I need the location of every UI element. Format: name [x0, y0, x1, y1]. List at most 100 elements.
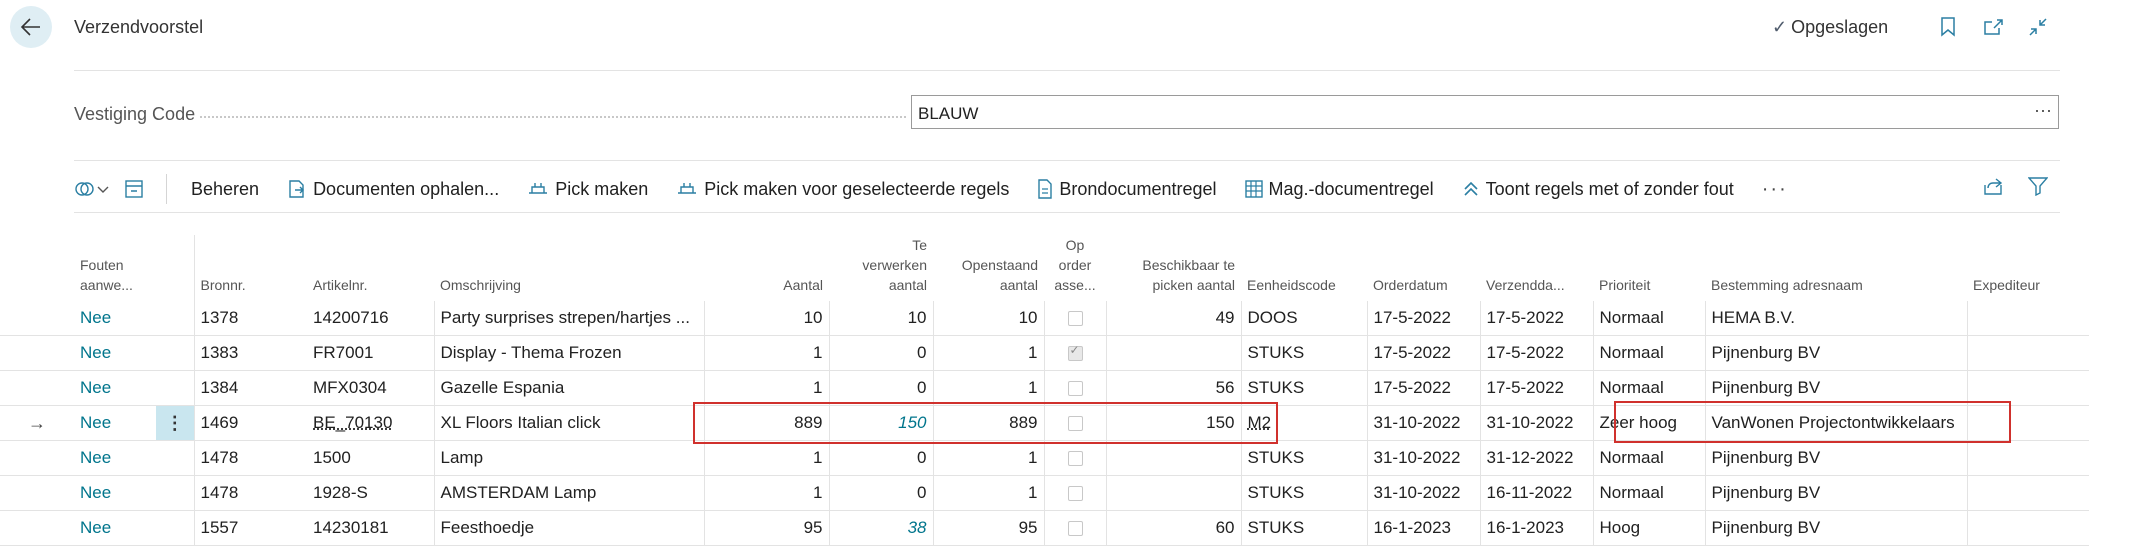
header-selector	[0, 235, 74, 301]
row-actions-button[interactable]	[156, 440, 194, 476]
header-beschikbaar[interactable]: Beschikbaar te picken aantal	[1142, 257, 1235, 293]
beheren-button[interactable]: Beheren	[191, 179, 259, 200]
bronnr-cell: 1557	[193, 510, 307, 546]
fouten-cell[interactable]: Nee	[74, 475, 156, 511]
orderdatum-cell: 31-10-2022	[1366, 440, 1480, 476]
eenheidscode-cell: STUKS	[1240, 510, 1367, 546]
artikelnr-cell[interactable]: BE_70130	[307, 405, 434, 441]
table-row[interactable]: → Nee ⋮ 1469 BE_70130 XL Floors Italian click…	[0, 405, 2089, 441]
row-selector[interactable]	[0, 510, 74, 546]
fouten-cell[interactable]: Nee	[74, 510, 156, 546]
openstaand-cell: 1	[932, 475, 1044, 511]
saved-status: ✓ Opgeslagen	[1772, 17, 1888, 38]
te-verwerken-cell[interactable]: 150	[828, 405, 933, 441]
fouten-cell[interactable]: Nee	[74, 301, 156, 336]
fouten-cell[interactable]: Nee	[74, 405, 156, 441]
header-aantal[interactable]: Aantal	[783, 277, 823, 293]
beschikbaar-cell	[1105, 440, 1241, 476]
header-artikelnr[interactable]: Artikelnr.	[313, 277, 368, 293]
te-verwerken-cell[interactable]: 10	[828, 301, 933, 336]
op-order-cell	[1043, 301, 1106, 336]
row-selector[interactable]	[0, 440, 74, 476]
te-verwerken-cell[interactable]: 38	[828, 510, 933, 546]
header-fouten[interactable]: Fouten aanwe...	[80, 257, 133, 293]
mag-documentregel-button[interactable]: Mag.-documentregel	[1244, 178, 1434, 200]
openstaand-cell: 889	[932, 405, 1044, 441]
aantal-cell: 889	[703, 405, 829, 441]
fouten-cell[interactable]: Nee	[74, 370, 156, 406]
table-row[interactable]: Nee 1378 14200716 Party surprises strepen/h…	[0, 301, 2089, 336]
fouten-cell[interactable]: Nee	[74, 335, 156, 371]
row-actions-button[interactable]	[156, 475, 194, 511]
header-verzenddatum[interactable]: Verzendda...	[1486, 277, 1565, 293]
table-row[interactable]: Nee 1478 1500 Lamp 1 0 1 STUKS 31-10-2022 31-12-2…	[0, 440, 2089, 476]
collapse-icon[interactable]	[2025, 14, 2051, 40]
header-eenheidscode[interactable]: Eenheidscode	[1247, 277, 1336, 293]
toont-regels-button[interactable]: Toont regels met of zonder fout	[1462, 179, 1734, 200]
vestiging-code-input[interactable]: BLAUW ···	[911, 95, 2059, 129]
row-selector[interactable]	[0, 475, 74, 511]
row-actions-button[interactable]	[156, 370, 194, 406]
pick-selected-icon	[678, 183, 697, 194]
back-button[interactable]	[10, 6, 52, 48]
mag-document-label: Mag.-documentregel	[1268, 178, 1434, 199]
documenten-ophalen-button[interactable]: Documenten ophalen...	[287, 179, 499, 200]
op-order-cell	[1043, 475, 1106, 511]
bookmark-icon[interactable]	[1935, 14, 1961, 40]
row-actions-button[interactable]	[156, 335, 194, 371]
table-row[interactable]: Nee 1383 FR7001 Display - Thema Frozen 1 0 1 ✓ S…	[0, 335, 2089, 371]
row-selector[interactable]	[0, 301, 74, 336]
openstaand-cell: 1	[932, 440, 1044, 476]
artikelnr-cell: 1928-S	[307, 475, 434, 511]
header-openstaand[interactable]: Openstaand aantal	[961, 257, 1038, 293]
lines-table: Fouten aanwe... Bronnr. Artikelnr. Omschr…	[0, 235, 2089, 546]
row-selector[interactable]	[0, 370, 74, 406]
open-new-window-icon[interactable]	[1980, 14, 2006, 40]
field-more-button[interactable]: ···	[2034, 100, 2052, 120]
table-row[interactable]: Nee 1557 14230181 Feesthoedje 95 38 95 60 STUKS 1…	[0, 510, 2089, 546]
row-selector[interactable]	[0, 335, 74, 371]
bestemming-cell: Pijnenburg BV	[1704, 440, 1967, 476]
header-op-order[interactable]: Op order asse...	[1054, 237, 1096, 293]
eenheidscode-cell: STUKS	[1240, 370, 1367, 406]
table-row[interactable]: Nee 1384 MFX0304 Gazelle Espania 1 0 1 56 STUKS 1…	[0, 370, 2089, 406]
header-te-verwerken[interactable]: Te verwerken aantal	[862, 237, 927, 293]
share-icon[interactable]	[1982, 176, 2004, 201]
field-leader-dots	[200, 116, 906, 118]
te-verwerken-cell[interactable]: 0	[828, 335, 933, 371]
orderdatum-cell: 31-10-2022	[1366, 405, 1480, 441]
row-actions-button[interactable]	[156, 301, 194, 336]
pick-selected-button[interactable]: Pick maken voor geselecteerde regels	[676, 179, 1009, 200]
saved-label: Opgeslagen	[1791, 17, 1889, 37]
edit-list-button[interactable]	[124, 179, 144, 199]
te-verwerken-cell[interactable]: 0	[828, 370, 933, 406]
brondocumentregel-button[interactable]: Brondocumentregel	[1037, 179, 1217, 200]
orderdatum-cell: 17-5-2022	[1366, 370, 1480, 406]
divider	[74, 212, 2060, 213]
row-actions-button[interactable]: ⋮	[156, 405, 194, 441]
header-orderdatum[interactable]: Orderdatum	[1373, 277, 1448, 293]
filter-icon[interactable]	[2027, 176, 2049, 201]
verzenddatum-cell: 16-1-2023	[1479, 510, 1593, 546]
te-verwerken-cell[interactable]: 0	[828, 475, 933, 511]
te-verwerken-cell[interactable]: 0	[828, 440, 933, 476]
header-omschrijving[interactable]: Omschrijving	[440, 277, 521, 293]
aantal-cell: 1	[703, 475, 829, 511]
fouten-cell[interactable]: Nee	[74, 440, 156, 476]
artikelnr-cell: MFX0304	[307, 370, 434, 406]
row-selector[interactable]: →	[0, 405, 74, 441]
check-icon: ✓	[1772, 17, 1788, 37]
views-dropdown[interactable]	[74, 179, 110, 199]
aantal-cell: 1	[703, 370, 829, 406]
op-order-checkbox	[1067, 486, 1083, 502]
header-bronnr[interactable]: Bronnr.	[193, 235, 307, 301]
row-actions-button[interactable]	[156, 510, 194, 546]
header-prioriteit[interactable]: Prioriteit	[1599, 277, 1651, 293]
header-bestemming[interactable]: Bestemming adresnaam	[1711, 277, 1863, 293]
arrow-left-icon	[20, 18, 40, 36]
pick-maken-button[interactable]: Pick maken	[527, 179, 648, 200]
prioriteit-cell: Normaal	[1592, 440, 1705, 476]
table-row[interactable]: Nee 1478 1928-S AMSTERDAM Lamp 1 0 1 STUKS 31-10…	[0, 475, 2089, 511]
header-expediteur[interactable]: Expediteur	[1973, 277, 2040, 293]
more-actions-button[interactable]: ···	[1761, 177, 1788, 200]
